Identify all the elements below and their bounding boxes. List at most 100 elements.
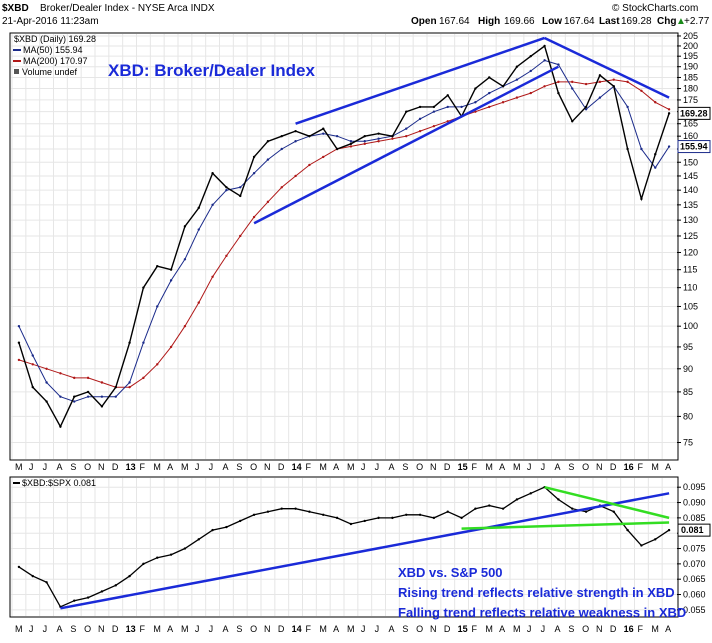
low-label: Low: [542, 16, 562, 27]
price-line-point: [667, 112, 671, 115]
ratio-line-layer: [17, 486, 671, 608]
ratio-point: [86, 596, 90, 599]
y-tick-label: 200: [683, 41, 698, 51]
ma200-line-point: [225, 254, 228, 258]
x-tick-label: J: [375, 462, 380, 472]
ma200-line-point: [294, 174, 297, 178]
price-line-point: [571, 120, 574, 123]
date-label: 21-Apr-2016 11:23am: [2, 16, 99, 27]
x-tick-label: A: [223, 462, 229, 472]
y-tick-label: 140: [683, 185, 698, 195]
ratio-point: [100, 590, 104, 593]
ratio-x-tick-label: A: [333, 624, 339, 634]
x-tick-label: N: [264, 462, 271, 472]
price-line: [18, 44, 670, 429]
price-line-point: [31, 385, 34, 389]
price-line-point: [501, 85, 505, 88]
y-tick-label: 145: [683, 171, 698, 181]
x-tick-label: O: [250, 462, 257, 472]
ma50-line-point: [17, 324, 21, 328]
ma200-line-point: [128, 385, 131, 389]
ratio-x-tick-label: M: [651, 624, 659, 634]
ma200-line-point: [169, 345, 173, 349]
x-tick-label: D: [444, 462, 451, 472]
ratio-x-tick-label: O: [582, 624, 589, 634]
price-line-point: [211, 171, 214, 175]
x-tick-label: A: [167, 462, 173, 472]
ma50-line-point: [45, 381, 48, 384]
ratio-point: [391, 516, 394, 520]
ratio-x-tick-label: S: [70, 624, 76, 634]
ratio-x-tick-label: N: [430, 624, 437, 634]
ratio-x-tick-label: S: [236, 624, 242, 634]
price-line-point: [225, 186, 228, 189]
main-x-axis: M J J A S O N D 13 F M A M J J A S O N D 14 F M A M J J A S O N D 15 F M A M…: [15, 462, 671, 472]
ma200-line-point: [640, 89, 643, 92]
ma50-line-point: [363, 140, 366, 143]
price-line-point: [128, 341, 131, 344]
ratio-x-tick-label: M: [513, 624, 521, 634]
ma200-line-point: [543, 85, 546, 88]
ratio-x-tick-label: D: [112, 624, 119, 634]
brand-label: © StockCharts.com: [612, 3, 698, 14]
ratio-price-tags: 0.081: [677, 523, 711, 537]
legend-volume-swatch: [14, 69, 19, 74]
ma50-line-point: [667, 145, 671, 148]
x-tick-label: F: [306, 462, 312, 472]
ratio-x-tick-label: M: [181, 624, 189, 634]
ratio-x-tick-label: J: [375, 624, 380, 634]
price-line-point: [183, 225, 187, 228]
ratio-point: [349, 522, 353, 526]
ratio-trendline: [60, 492, 670, 610]
ratio-point: [142, 562, 145, 566]
ma200-line-point: [405, 134, 408, 138]
ma200-line-point: [59, 372, 62, 375]
ma200-line-point: [86, 376, 90, 380]
ratio-x-tick-label: A: [555, 624, 561, 634]
price-line-point: [280, 134, 283, 138]
ratio-y-tick-label: 0.075: [683, 544, 706, 554]
open-value: 167.64: [439, 16, 470, 27]
chg-arrow-icon: ▲: [676, 16, 686, 27]
x-tick-label: M: [15, 462, 23, 472]
ma50-line-point: [100, 395, 104, 398]
ma50-line-point: [405, 127, 408, 130]
ratio-trendline: [461, 521, 670, 530]
ma50-line-point: [59, 395, 62, 398]
ma50-line-point: [86, 395, 90, 398]
ma200-line-point: [432, 124, 436, 128]
ratio-point: [169, 553, 173, 556]
main-annotation-title: XBD: Broker/Dealer Index: [108, 61, 315, 80]
ratio-point: [211, 528, 214, 532]
ma50-line-point: [432, 110, 436, 113]
x-tick-label: A: [333, 462, 339, 472]
ratio-x-tick-label: 14: [292, 624, 302, 634]
price-tag-label: 155.94: [680, 142, 708, 152]
ratio-legend: $XBD:$SPX 0.081: [22, 478, 96, 488]
price-line-point: [169, 268, 173, 271]
ratio-point: [183, 547, 187, 550]
ma200-line-point: [418, 129, 422, 133]
x-tick-label: N: [430, 462, 437, 472]
ma50-line-point: [571, 87, 574, 90]
y-tick-label: 125: [683, 231, 698, 241]
ma50-line-point: [335, 134, 339, 138]
ratio-x-tick-label: M: [153, 624, 161, 634]
ratio-point: [45, 581, 48, 584]
ma50-line-point: [654, 166, 657, 169]
ratio-line: [18, 486, 670, 608]
ma200-line-point: [557, 80, 560, 84]
ma50-line-point: [543, 59, 546, 62]
price-line-point: [100, 405, 104, 408]
ma50-line-point: [280, 147, 283, 151]
ratio-x-tick-label: S: [402, 624, 408, 634]
ratio-x-tick-label: D: [278, 624, 285, 634]
high-label: High: [478, 16, 500, 27]
x-tick-label: J: [29, 462, 34, 472]
ma200-line-point: [667, 108, 671, 111]
x-tick-label: J: [527, 462, 532, 472]
x-tick-label: 13: [126, 462, 136, 472]
open-label: Open: [411, 16, 437, 27]
x-tick-label: D: [278, 462, 285, 472]
